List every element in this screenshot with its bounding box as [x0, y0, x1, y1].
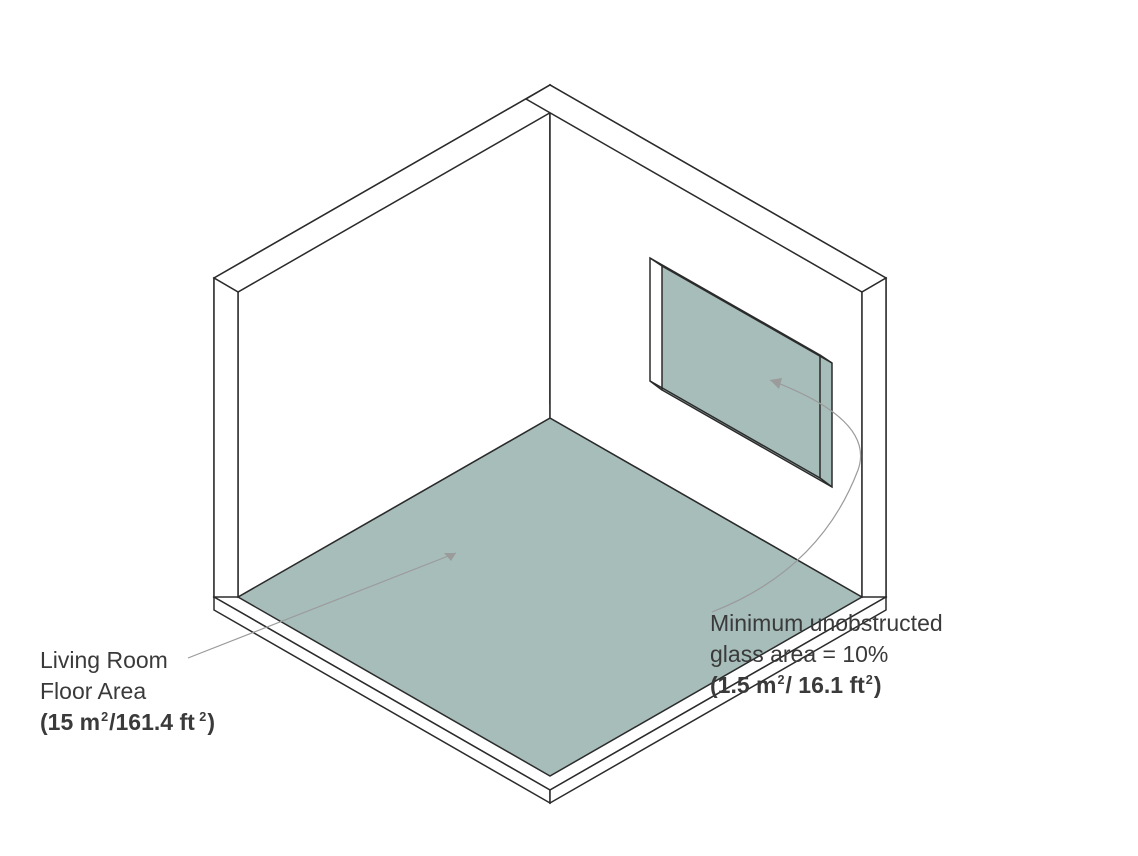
floor-label-line2: Floor Area — [40, 676, 215, 707]
floor-area-label: Living Room Floor Area (15 m2/161.4 ft 2… — [40, 645, 215, 738]
window-label-line2: glass area = 10% — [710, 639, 943, 670]
floor-label-value: (15 m2/161.4 ft 2) — [40, 707, 215, 738]
floor-label-line1: Living Room — [40, 645, 215, 676]
window-label-value: (1.5 m2/ 16.1 ft2) — [710, 670, 943, 701]
window-label-line1: Minimum unobstructed — [710, 608, 943, 639]
window-area-label: Minimum unobstructed glass area = 10% (1… — [710, 608, 943, 701]
